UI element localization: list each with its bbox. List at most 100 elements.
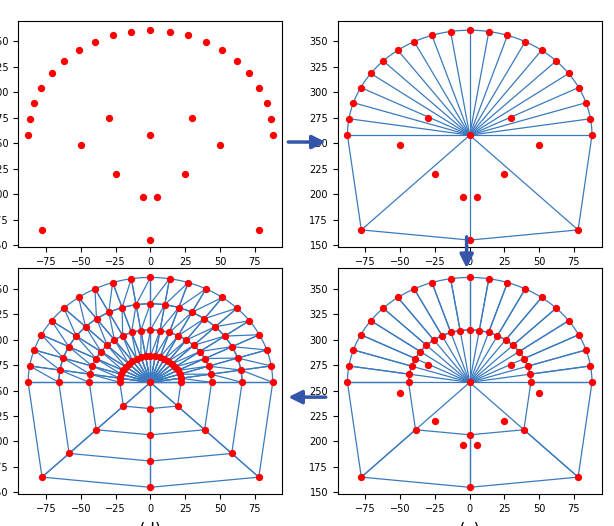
Point: [174, 304, 184, 312]
Point: [366, 317, 376, 325]
Point: [55, 366, 64, 375]
Point: [160, 355, 169, 363]
Point: [254, 330, 264, 339]
Point: [586, 362, 596, 370]
Point: [232, 304, 242, 312]
Point: [587, 131, 597, 139]
Point: [220, 332, 230, 340]
Point: [146, 378, 155, 387]
Point: [410, 355, 420, 363]
Point: [91, 426, 101, 434]
Point: [430, 417, 440, 426]
Point: [211, 322, 220, 331]
Point: [217, 294, 227, 302]
Point: [233, 354, 243, 362]
Point: [71, 332, 81, 340]
Point: [411, 426, 421, 434]
Point: [393, 46, 403, 55]
Point: [519, 355, 529, 363]
Point: [507, 361, 516, 369]
Point: [90, 37, 100, 46]
Point: [344, 115, 354, 123]
Point: [437, 331, 447, 340]
Point: [268, 131, 278, 139]
Point: [215, 141, 225, 149]
Point: [188, 341, 198, 349]
Point: [139, 193, 149, 201]
Point: [87, 362, 97, 370]
Point: [200, 315, 209, 323]
X-axis label: (b): (b): [458, 275, 481, 294]
Point: [25, 362, 34, 370]
Point: [227, 342, 237, 351]
Point: [446, 328, 456, 337]
Point: [519, 426, 529, 434]
Point: [160, 300, 169, 309]
Point: [103, 341, 112, 349]
Point: [167, 360, 177, 368]
Point: [176, 374, 185, 382]
Point: [181, 170, 190, 178]
Point: [152, 193, 162, 201]
Point: [484, 275, 494, 283]
Point: [465, 273, 475, 281]
Point: [146, 131, 155, 139]
X-axis label: (a): (a): [139, 275, 162, 294]
Point: [91, 355, 101, 363]
Point: [176, 378, 186, 387]
Point: [395, 141, 405, 149]
Point: [146, 299, 155, 308]
Point: [232, 57, 242, 65]
Point: [23, 131, 33, 139]
Point: [587, 378, 597, 387]
Point: [29, 98, 39, 107]
Point: [507, 114, 516, 122]
Point: [150, 352, 160, 361]
Point: [423, 114, 433, 122]
Point: [423, 361, 433, 369]
Point: [465, 26, 475, 34]
Point: [47, 69, 56, 78]
Point: [573, 473, 583, 481]
Point: [184, 278, 193, 287]
Point: [47, 317, 56, 325]
Point: [146, 26, 155, 34]
Point: [520, 37, 530, 46]
Point: [201, 285, 211, 293]
Point: [503, 31, 513, 39]
Point: [405, 370, 414, 378]
Point: [573, 83, 583, 92]
Point: [29, 346, 39, 354]
Point: [427, 278, 437, 287]
Point: [187, 308, 197, 317]
Point: [126, 27, 136, 36]
Point: [200, 426, 209, 434]
Point: [465, 431, 475, 439]
Point: [523, 362, 533, 370]
Point: [146, 326, 155, 334]
Point: [170, 363, 180, 371]
Point: [119, 402, 128, 410]
Point: [76, 141, 86, 149]
Point: [508, 341, 518, 349]
Point: [475, 326, 484, 335]
Point: [206, 370, 216, 378]
Point: [564, 317, 573, 325]
Point: [173, 331, 183, 340]
Point: [37, 330, 47, 339]
Point: [109, 336, 119, 344]
Point: [74, 294, 84, 302]
Point: [107, 278, 117, 287]
Point: [84, 378, 94, 387]
Point: [165, 275, 174, 283]
Point: [343, 378, 352, 387]
Point: [534, 141, 544, 149]
Point: [465, 326, 475, 334]
Point: [165, 27, 174, 36]
Point: [349, 98, 359, 107]
Point: [465, 131, 475, 139]
Point: [343, 131, 352, 139]
Point: [465, 378, 475, 387]
Point: [422, 341, 432, 349]
Point: [458, 193, 468, 201]
